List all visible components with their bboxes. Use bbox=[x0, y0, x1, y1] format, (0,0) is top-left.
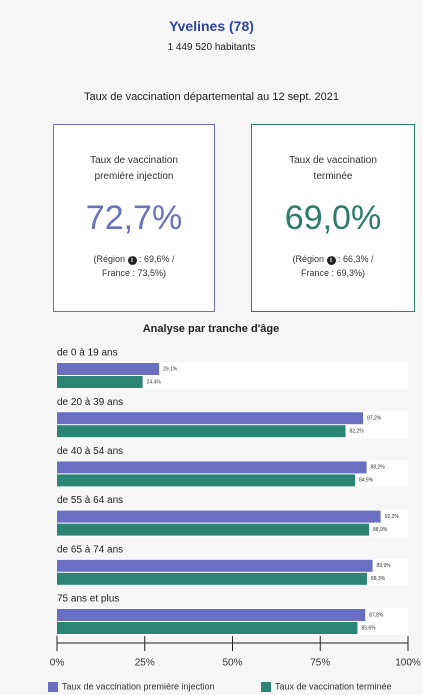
value-label: 29,1% bbox=[163, 366, 178, 372]
bar bbox=[57, 609, 366, 621]
x-tick-label: 100% bbox=[395, 658, 421, 669]
bar bbox=[57, 572, 367, 585]
bar bbox=[57, 474, 355, 487]
bar bbox=[57, 376, 143, 388]
note: : 69,6% / France : 73,5%) bbox=[101, 254, 175, 278]
category-label: de 20 à 39 ans bbox=[57, 397, 123, 408]
value-label: 82,2% bbox=[350, 429, 365, 435]
note: : 66,3% / France : 69,3%) bbox=[300, 254, 374, 278]
note: (Région bbox=[292, 254, 324, 264]
bar bbox=[57, 412, 364, 425]
value-label: 92,2% bbox=[385, 514, 400, 520]
card-value: 69,0% bbox=[284, 199, 382, 237]
card-value: 72,7% bbox=[85, 199, 183, 237]
legend-label: Taux de vaccination première injection bbox=[62, 681, 215, 691]
card-note: (Région i : 66,3% / France : 69,3%) bbox=[283, 252, 383, 280]
population: 1 449 520 habitants bbox=[167, 42, 256, 53]
card-label: Taux de vaccination terminée bbox=[289, 155, 377, 182]
category-label: de 0 à 19 ans bbox=[57, 348, 118, 359]
bar bbox=[57, 461, 367, 474]
card: Taux de vaccination première injection 7… bbox=[53, 124, 215, 312]
info-icon: i bbox=[127, 256, 137, 265]
x-tick-label: 50% bbox=[222, 658, 242, 669]
note: (Région bbox=[93, 254, 125, 264]
value-label: 87,8% bbox=[369, 612, 384, 618]
legend-label: Taux de vaccination terminée bbox=[275, 681, 392, 691]
bar bbox=[57, 425, 346, 438]
bar bbox=[57, 363, 160, 375]
bar bbox=[57, 622, 358, 634]
legend-swatch bbox=[261, 682, 271, 692]
value-label: 85,6% bbox=[361, 625, 376, 631]
title: Yvelines (78) bbox=[169, 18, 254, 34]
category-label: 75 ans et plus bbox=[57, 594, 119, 605]
category-label: de 40 à 54 ans bbox=[57, 446, 123, 457]
value-label: 88,2% bbox=[371, 465, 386, 471]
value-label: 87,2% bbox=[367, 416, 382, 422]
legend-swatch bbox=[48, 682, 58, 692]
value-label: 88,3% bbox=[371, 576, 386, 582]
card: Taux de vaccination terminée 69,0% (Régi… bbox=[251, 124, 415, 312]
card-label: Taux de vaccination première injection bbox=[90, 155, 178, 182]
value-label: 24,4% bbox=[147, 379, 162, 385]
value-label: 89,9% bbox=[377, 563, 392, 569]
x-tick-label: 75% bbox=[310, 658, 330, 669]
info-icon: i bbox=[326, 256, 336, 265]
bar bbox=[57, 523, 370, 536]
subtitle: Taux de vaccination départemental au 12 … bbox=[83, 91, 339, 103]
category-label: de 65 à 74 ans bbox=[57, 544, 123, 555]
bar bbox=[57, 510, 381, 523]
chart-title: Analyse par tranche d'âge bbox=[143, 323, 280, 335]
card-note: (Région i : 69,6% / France : 73,5%) bbox=[84, 252, 184, 280]
bar bbox=[57, 559, 373, 572]
x-tick-label: 25% bbox=[135, 658, 155, 669]
value-label: 88,9% bbox=[373, 527, 388, 533]
category-label: de 55 à 64 ans bbox=[57, 495, 123, 506]
value-label: 84,9% bbox=[359, 478, 374, 484]
x-tick-label: 0% bbox=[50, 658, 65, 669]
